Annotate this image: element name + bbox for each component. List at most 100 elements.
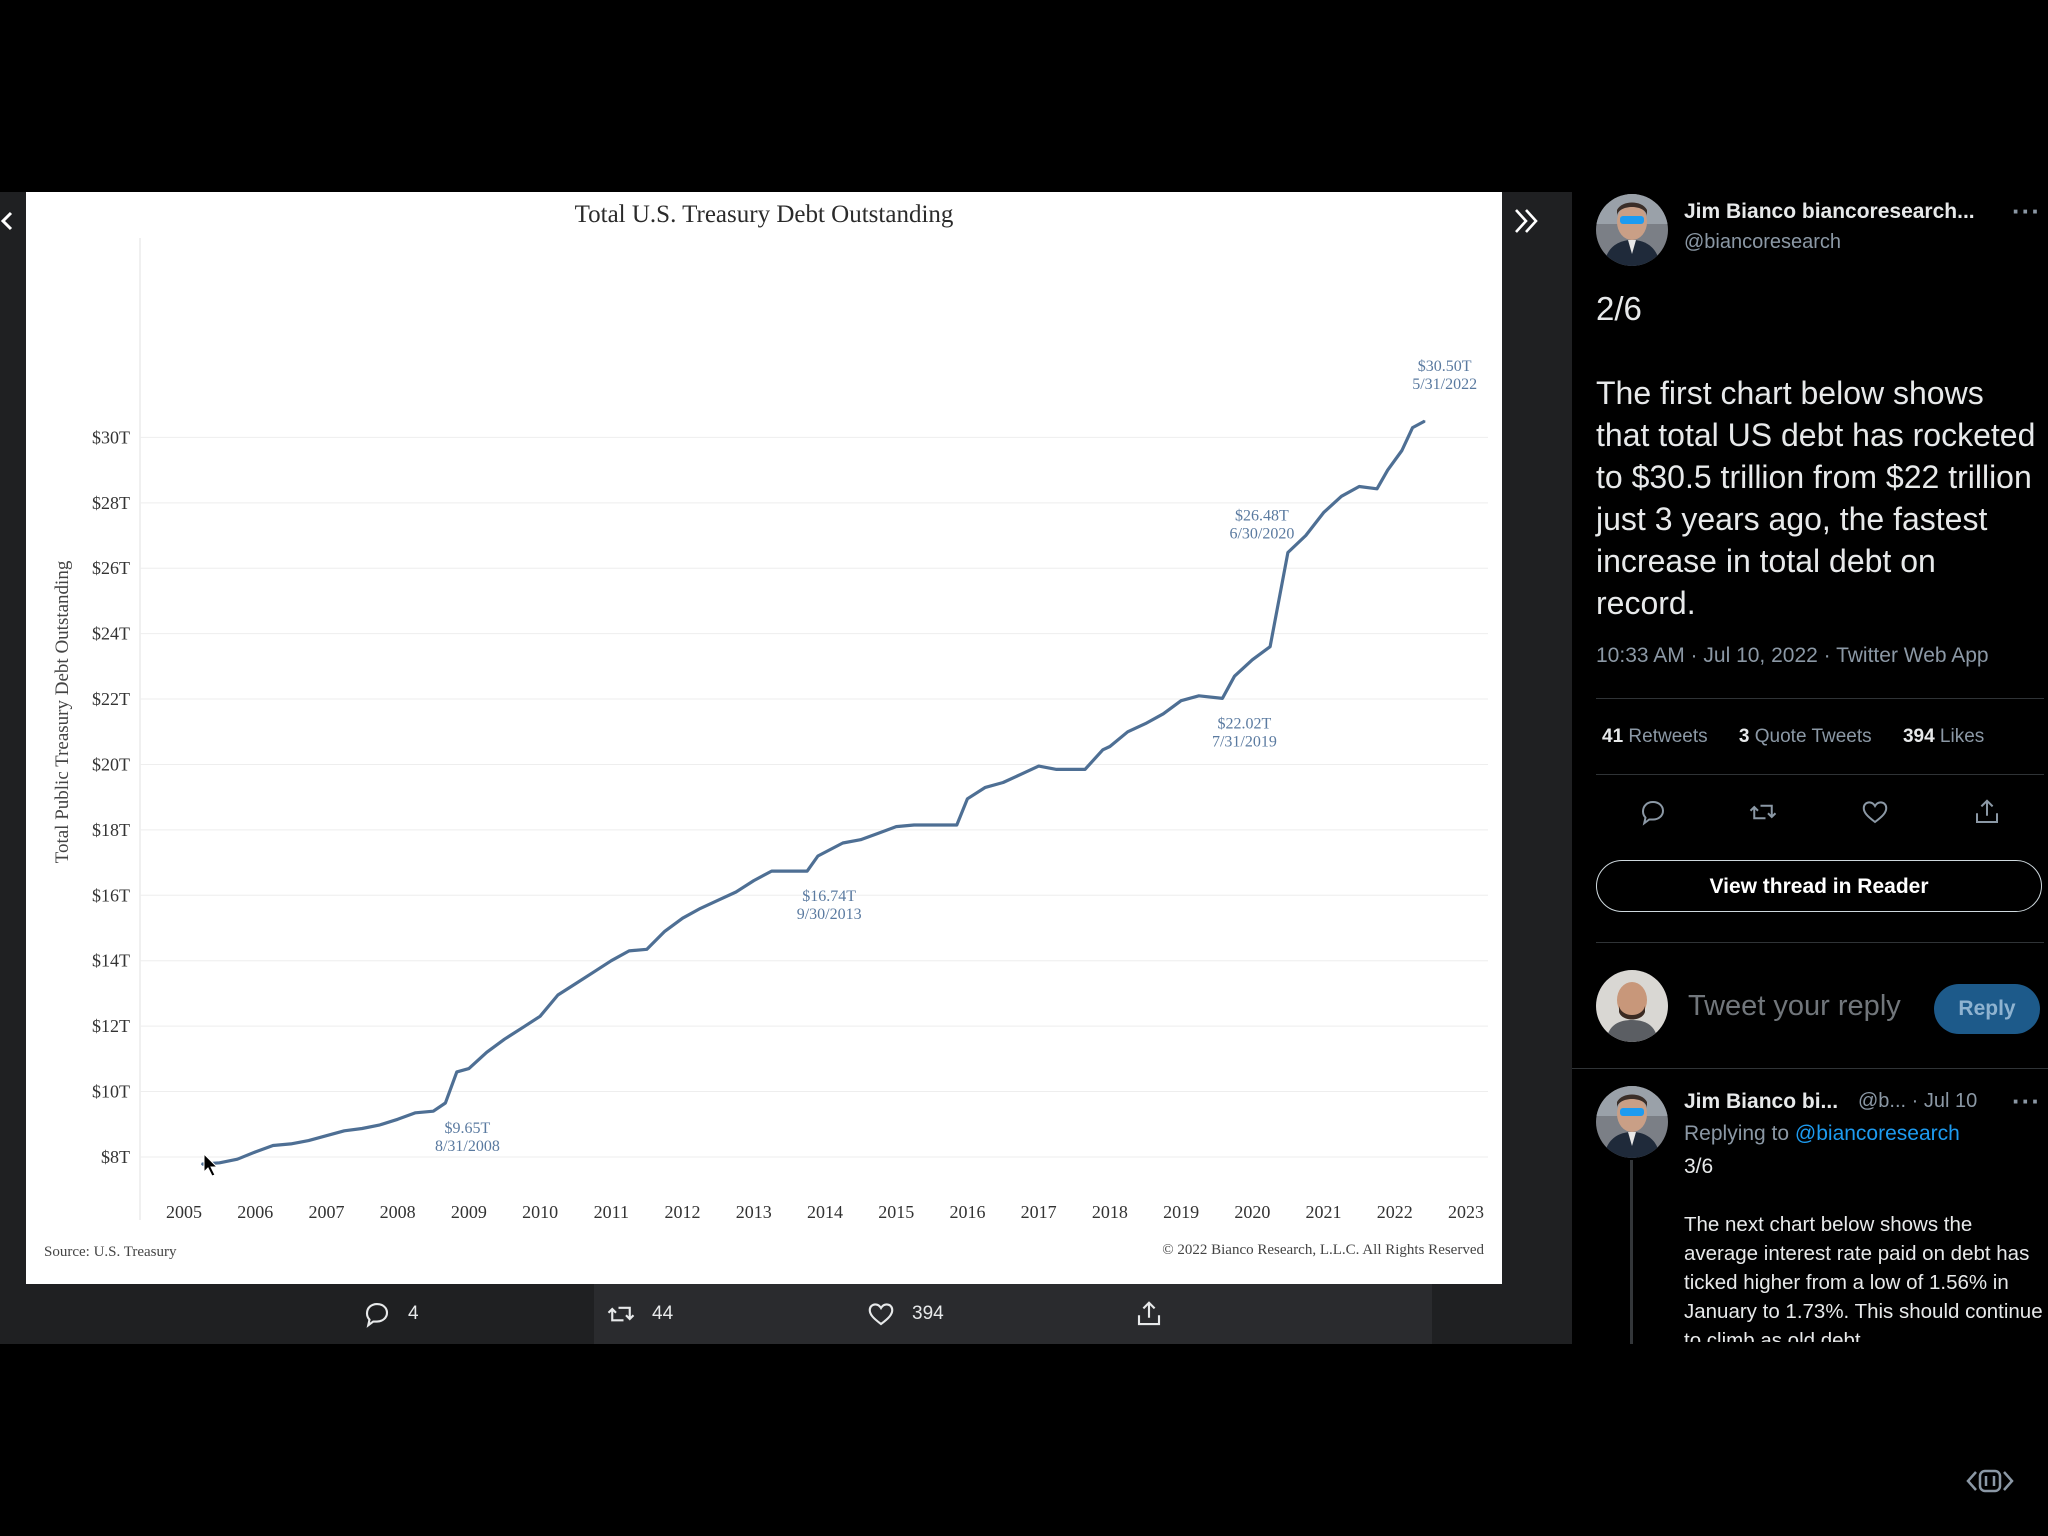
x-tick-label: 2011 (594, 1202, 629, 1222)
reply-thread-number: 3/6 (1684, 1155, 1714, 1178)
data-point (859, 838, 862, 841)
data-point (681, 917, 684, 919)
reply-icon[interactable] (1638, 797, 1668, 827)
chart-image: Total U.S. Treasury Debt Outstanding Tot… (26, 192, 1502, 1284)
reply-icon (365, 1302, 389, 1328)
data-point (1073, 768, 1076, 771)
data-point (343, 1130, 346, 1132)
share-action[interactable] (1134, 1296, 1164, 1332)
annotation-value: $26.48T (1235, 508, 1289, 525)
data-point (1221, 697, 1224, 700)
x-tick-label: 2017 (1021, 1202, 1057, 1222)
data-point (456, 1071, 458, 1073)
data-point (592, 971, 595, 973)
chart-source: Source: U.S. Treasury (44, 1244, 177, 1260)
data-point (913, 824, 915, 826)
data-point (325, 1134, 328, 1137)
data-point (1305, 534, 1307, 537)
tweet-timestamp[interactable]: 10:33 AM · Jul 10, 2022 · Twitter Web Ap… (1596, 644, 1989, 667)
author-handle[interactable]: @biancoresearch (1684, 231, 1842, 253)
debt-chart: Total U.S. Treasury Debt Outstanding Tot… (44, 201, 1488, 1260)
data-point (1287, 551, 1289, 554)
retweets-count: 41 (1602, 726, 1624, 747)
chart-title: Total U.S. Treasury Debt Outstanding (575, 201, 954, 228)
view-thread-reader-button[interactable]: View thread in Reader (1596, 860, 2042, 912)
data-point (539, 1015, 541, 1018)
author-avatar[interactable] (1596, 194, 1668, 266)
data-point (1037, 765, 1040, 767)
reply-author-avatar-image (1596, 1086, 1668, 1158)
likes-stat[interactable]: 394 Likes (1903, 726, 1984, 747)
retweet-icon[interactable] (1748, 797, 1778, 827)
y-tick-label: $28T (92, 493, 130, 513)
quotes-count: 3 (1738, 726, 1750, 747)
data-point (735, 891, 737, 893)
data-point (290, 1143, 292, 1145)
reply-text: The next chart below shows the average i… (1684, 1213, 2043, 1342)
annotation-date: 8/31/2008 (435, 1138, 500, 1155)
reply-button[interactable]: Reply (1934, 984, 2040, 1034)
quotes-stat[interactable]: 3 Quote Tweets (1739, 726, 1872, 747)
chart-copyright: © 2022 Bianco Research, L.L.C. All Right… (1162, 1242, 1484, 1258)
reply-action[interactable]: 4 (362, 1296, 419, 1332)
data-point (1233, 675, 1236, 677)
reply-input[interactable]: Tweet your reply (1688, 990, 1901, 1022)
y-tick-label: $26T (92, 558, 130, 578)
reply-meta[interactable]: @b... · Jul 10 (1858, 1090, 1978, 1112)
reply-author-name[interactable]: Jim Bianco bi... (1684, 1090, 1839, 1113)
annotation-date: 7/31/2019 (1212, 733, 1277, 750)
data-point (1109, 745, 1111, 748)
retweets-label: Retweets (1628, 726, 1708, 747)
data-point (1358, 485, 1360, 488)
data-point (984, 786, 987, 789)
data-point (1269, 645, 1271, 648)
reply-author-avatar[interactable] (1596, 1086, 1668, 1158)
data-point (468, 1067, 470, 1070)
y-axis-label: Total Public Treasury Debt Outstanding (52, 560, 73, 863)
data-point (664, 930, 666, 933)
x-tick-label: 2015 (878, 1202, 914, 1222)
data-point (574, 982, 577, 985)
data-point (1340, 495, 1343, 498)
y-tick-label: $8T (101, 1147, 130, 1167)
double-chevron-right-icon (1515, 209, 1538, 233)
data-point (895, 825, 897, 828)
data-point (753, 879, 755, 882)
data-point (1162, 713, 1165, 715)
more-options-button[interactable]: ··· (2012, 196, 2041, 226)
app-logo-icon-image (1966, 1469, 2014, 1493)
data-point (1180, 699, 1182, 702)
replying-handle-link[interactable]: @biancoresearch (1794, 1122, 1960, 1145)
retweet-action[interactable]: 44 (606, 1296, 673, 1332)
data-point (628, 950, 630, 952)
x-tick-label: 2020 (1234, 1202, 1270, 1222)
heart-icon[interactable] (1860, 797, 1890, 827)
data-point (966, 798, 969, 800)
annotation-date: 9/30/2013 (797, 906, 862, 923)
divider (1596, 942, 2044, 943)
data-point (1102, 749, 1104, 751)
share-icon[interactable] (1972, 797, 2002, 827)
like-action[interactable]: 394 (866, 1296, 944, 1332)
reply-more-options-button[interactable]: ··· (2012, 1086, 2041, 1116)
data-point (1144, 722, 1147, 725)
tweet-detail-panel (1572, 192, 2048, 1344)
data-point (1401, 449, 1403, 452)
divider (1596, 774, 2044, 775)
y-tick-label: $30T (92, 427, 130, 447)
replying-to: Replying to @biancoresearch (1684, 1122, 1960, 1146)
expand-panel-button[interactable] (1510, 204, 1544, 238)
retweets-stat[interactable]: 41 Retweets (1602, 726, 1708, 747)
author-avatar-image (1596, 194, 1668, 266)
y-tick-label: $20T (92, 754, 130, 774)
author-name[interactable]: Jim Bianco biancoresearch... (1684, 200, 1975, 223)
user-avatar[interactable] (1596, 970, 1668, 1042)
previous-media-button[interactable] (0, 206, 14, 236)
x-tick-label: 2018 (1092, 1202, 1128, 1222)
likes-count: 394 (1902, 726, 1935, 747)
data-point (254, 1151, 256, 1153)
x-tick-label: 2005 (166, 1202, 202, 1222)
data-point (307, 1139, 310, 1142)
data-point (1376, 488, 1378, 490)
data-point (842, 842, 844, 844)
